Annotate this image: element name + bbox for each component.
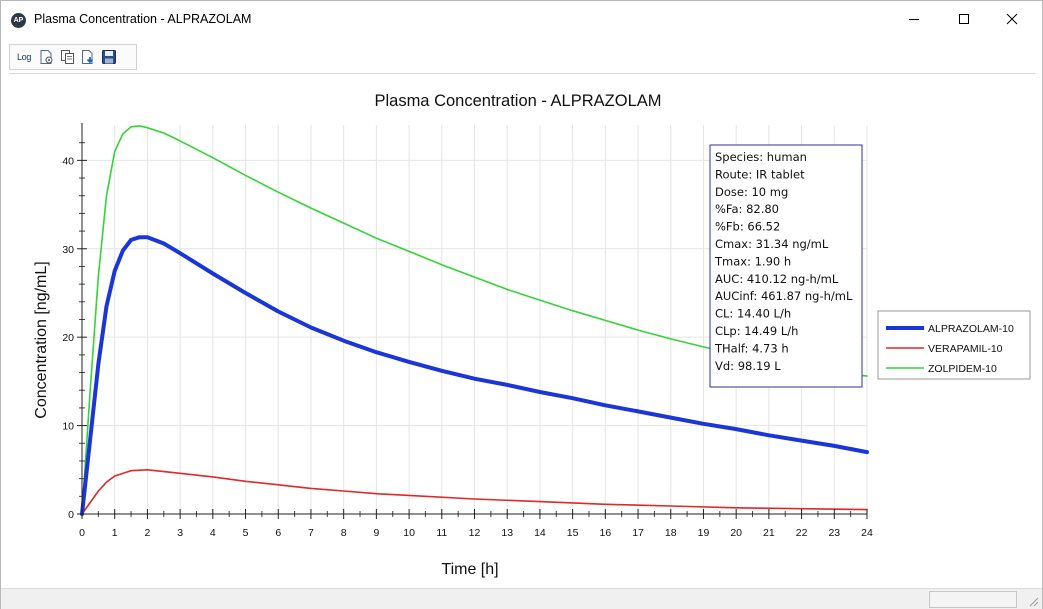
x-tick-label: 20 [730, 527, 742, 539]
x-tick-label: 1 [112, 527, 118, 539]
minimize-button[interactable] [891, 1, 937, 37]
x-tick-label: 5 [243, 527, 249, 539]
info-box-line: Dose: 10 mg [715, 185, 788, 199]
y-tick-label: 30 [62, 244, 74, 256]
x-tick-label: 8 [341, 527, 347, 539]
info-box-line: Route: IR tablet [715, 167, 805, 181]
x-tick-label: 13 [501, 527, 513, 539]
x-tick-label: 6 [275, 527, 281, 539]
series-line-verapamil-10 [81, 468, 868, 515]
page-settings-button[interactable] [37, 48, 55, 66]
x-tick-label: 17 [632, 527, 644, 539]
info-box-line: CLp: 14.49 L/h [715, 324, 798, 338]
series-line-alprazolam-10 [80, 235, 869, 516]
x-tick-label: 24 [861, 527, 873, 539]
window-title: Plasma Concentration - ALPRAZOLAM [34, 12, 252, 26]
status-bar [1, 588, 1042, 609]
legend-label: VERAPAMIL-10 [928, 343, 1003, 355]
x-tick-label: 14 [534, 527, 546, 539]
x-tick-label: 15 [567, 527, 579, 539]
y-tick-label: 20 [62, 332, 74, 344]
export-button[interactable] [79, 48, 97, 66]
y-tick-label: 0 [68, 509, 74, 521]
info-box-frame [709, 144, 863, 388]
log-scale-button[interactable]: Log [16, 52, 32, 62]
page-settings-icon [40, 50, 53, 64]
maximize-button[interactable] [941, 1, 987, 37]
x-tick-label: 12 [469, 527, 481, 539]
x-tick-label: 0 [79, 527, 85, 539]
legend-label: ALPRAZOLAM-10 [928, 323, 1014, 335]
x-tick-label: 21 [763, 527, 775, 539]
copy-button[interactable] [58, 48, 76, 66]
chart-axes: 0 1 2 3 4 5 6 7 8 9 10 11 12 13 14 15 16 17 18 19 20 21 22 23 24… [62, 123, 873, 539]
x-tick-label: 10 [403, 527, 415, 539]
info-box-line: %Fb: 66.52 [715, 220, 780, 234]
info-box-line: Species: human [715, 150, 807, 164]
x-tick-label: 19 [698, 527, 710, 539]
x-tick-label: 16 [599, 527, 611, 539]
x-tick-label: 22 [796, 527, 808, 539]
y-tick-label: 40 [62, 155, 74, 167]
status-field [929, 591, 1017, 608]
toolbar: Log [9, 44, 137, 70]
x-tick-label: 4 [210, 527, 216, 539]
info-box-line: CL: 14.40 L/h [715, 307, 791, 321]
info-box-line: Tmax: 1.90 h [714, 254, 791, 268]
save-button[interactable] [100, 48, 118, 66]
close-button[interactable] [989, 1, 1035, 37]
x-tick-label: 11 [436, 527, 447, 539]
minimize-icon [909, 19, 919, 20]
maximize-icon [959, 14, 969, 24]
export-icon [82, 50, 94, 64]
chart-series-layer [80, 125, 869, 516]
y-tick-label: 10 [62, 421, 74, 433]
app-logo-icon: AP [11, 13, 26, 28]
x-axis-label: Time [h] [441, 561, 498, 578]
x-tick-label: 23 [828, 527, 840, 539]
info-box-line: AUCinf: 461.87 ng-h/mL [715, 289, 853, 303]
save-icon [102, 50, 116, 64]
chart-title: Plasma Concentration - ALPRAZOLAM [374, 92, 661, 110]
close-icon [1006, 13, 1018, 25]
legend-label: ZOLPIDEM-10 [928, 363, 997, 375]
x-tick-label: 3 [177, 527, 183, 539]
x-tick-label: 7 [308, 527, 314, 539]
series-line-zolpidem-10 [81, 125, 868, 515]
x-tick-label: 9 [373, 527, 379, 539]
resize-grip-icon[interactable] [1027, 595, 1039, 607]
chart-legend: ALPRAZOLAM-10 VERAPAMIL-10 ZOLPIDEM-10 [877, 310, 1031, 380]
info-box-line: AUC: 410.12 ng-h/mL [715, 272, 839, 286]
info-box-line: THalf: 4.73 h [714, 341, 789, 355]
copy-icon [61, 50, 74, 64]
chart-grid [82, 125, 868, 514]
info-box-line: Cmax: 31.34 ng/mL [715, 237, 829, 251]
title-bar[interactable]: AP Plasma Concentration - ALPRAZOLAM [1, 1, 1042, 37]
y-axis-label: Concentration [ng/mL] [33, 261, 50, 418]
info-box-line: Vd: 98.19 L [715, 359, 781, 373]
x-tick-label: 2 [144, 527, 150, 539]
pk-info-box: Species: human Route: IR tablet Dose: 10 m… [709, 144, 863, 388]
info-box-line: %Fa: 82.80 [715, 202, 779, 216]
x-tick-label: 18 [665, 527, 677, 539]
